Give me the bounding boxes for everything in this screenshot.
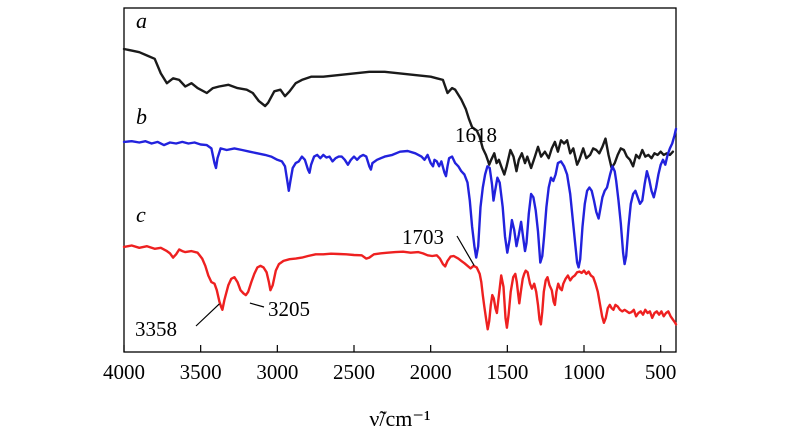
annotation-leader-3358 (195, 303, 220, 327)
annotation-3358: 3358 (135, 317, 177, 341)
annotation-leader-1703 (456, 235, 475, 266)
spectrum-line-c (122, 244, 678, 331)
x-tick-label: 4000 (103, 360, 145, 384)
x-tick-label: 3000 (256, 360, 298, 384)
spectrum-line-b (122, 127, 678, 269)
x-tick-label: 2500 (333, 360, 375, 384)
spectrum-traces (122, 47, 678, 331)
annotation-1703: 1703 (402, 225, 444, 249)
annotation-leader-3205 (249, 302, 265, 308)
peak-annotations: 1618 1703 3358 3205 (135, 123, 497, 341)
x-tick-label: 3500 (180, 360, 222, 384)
x-tick-label: 500 (645, 360, 677, 384)
x-tick-label: 2000 (410, 360, 452, 384)
x-axis-title: ν̃/cm⁻¹ (369, 406, 430, 431)
plot-area: a b c 1618 1703 3358 3205 4000 3500 3000 2500 200… (103, 7, 678, 384)
trace-label-a: a (136, 8, 147, 33)
x-tick-label: 1000 (563, 360, 605, 384)
x-tick-label: 1500 (486, 360, 528, 384)
trace-label-c: c (136, 202, 146, 227)
spectrum-line-a (122, 47, 675, 176)
plot-frame (123, 7, 677, 353)
annotation-1618: 1618 (455, 123, 497, 147)
trace-labels: a b c (136, 8, 147, 227)
annotation-3205: 3205 (268, 297, 310, 321)
x-axis: 4000 3500 3000 2500 2000 1500 1000 500 (103, 345, 676, 384)
trace-label-b: b (136, 104, 147, 129)
